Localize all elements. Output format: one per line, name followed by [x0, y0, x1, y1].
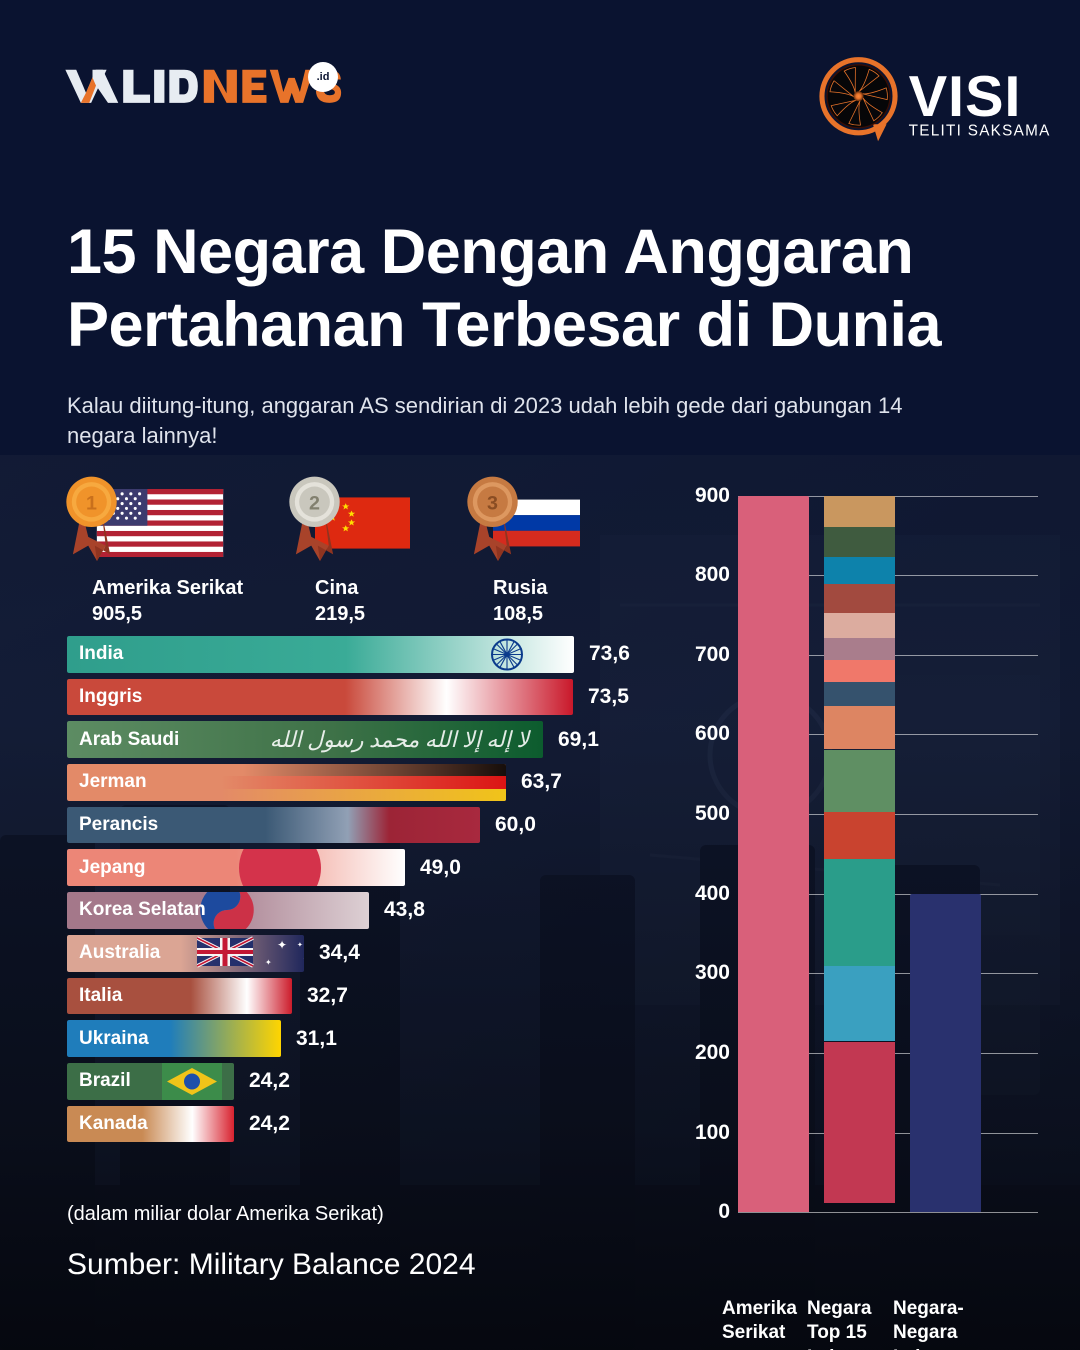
svg-text:3: 3: [487, 493, 498, 515]
svg-text:VISI: VISI: [909, 65, 1022, 129]
svg-text:✦: ✦: [265, 958, 272, 967]
svg-text:1: 1: [86, 493, 97, 515]
svg-text:2: 2: [309, 493, 320, 515]
svg-text:TELITI SAKSAMA: TELITI SAKSAMA: [909, 122, 1051, 139]
svg-text:✦: ✦: [303, 954, 304, 964]
svg-text:✦: ✦: [297, 941, 303, 949]
svg-text:✦: ✦: [277, 938, 287, 952]
